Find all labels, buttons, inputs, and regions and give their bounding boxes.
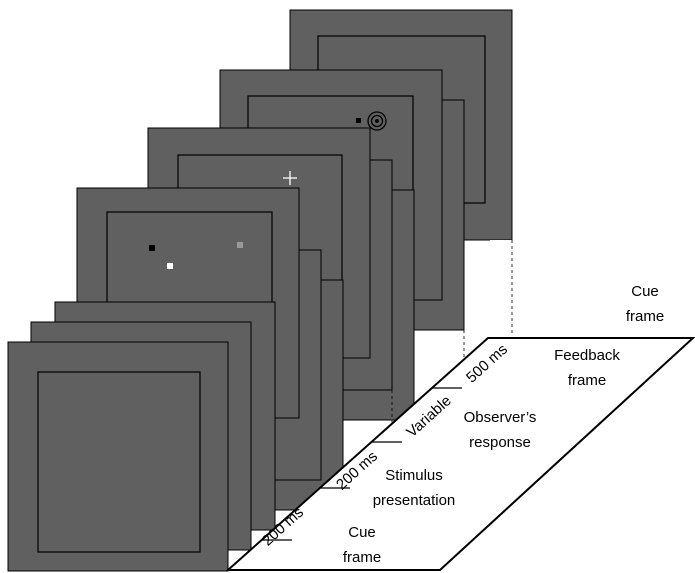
stage-label: Cue <box>348 524 376 541</box>
stimulus-dot <box>149 245 155 251</box>
stage-label: presentation <box>373 492 456 509</box>
stage-label: Stimulus <box>385 467 443 484</box>
stage-label: Cue <box>631 283 659 300</box>
stage-label: Observer’s <box>464 409 537 426</box>
stimulus-dot <box>237 242 243 248</box>
stage-label: frame <box>343 549 381 566</box>
target-ring <box>375 119 379 123</box>
stage-label: frame <box>626 308 664 325</box>
stage-label: response <box>469 434 531 451</box>
target-dot <box>356 118 361 123</box>
stage-label: Feedback <box>554 347 620 364</box>
stimulus-dot <box>167 263 173 269</box>
stage-label: frame <box>568 372 606 389</box>
cue-frame <box>8 342 228 571</box>
diagram: Cue frame Feedback frame Observer’s response S… <box>0 0 695 573</box>
gap <box>490 240 512 335</box>
